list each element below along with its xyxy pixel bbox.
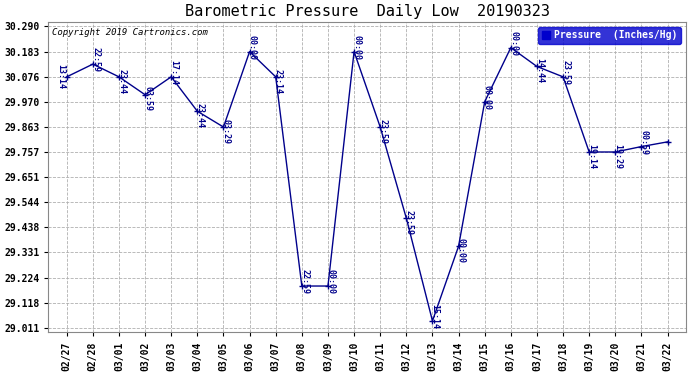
Text: 00:00: 00:00	[353, 35, 362, 60]
Text: 00:00: 00:00	[457, 238, 466, 263]
Text: 23:44: 23:44	[117, 69, 126, 93]
Text: 23:59: 23:59	[379, 118, 388, 144]
Text: 23:59: 23:59	[562, 60, 571, 85]
Legend: Pressure  (Inches/Hg): Pressure (Inches/Hg)	[538, 27, 681, 44]
Text: 00:00: 00:00	[248, 35, 257, 60]
Text: 22:59: 22:59	[91, 48, 100, 72]
Text: 00:00: 00:00	[509, 31, 518, 56]
Text: 22:59: 22:59	[300, 269, 309, 294]
Text: 13:14: 13:14	[57, 64, 66, 89]
Text: 15:14: 15:14	[431, 304, 440, 329]
Text: 23:14: 23:14	[274, 69, 283, 93]
Text: 14:44: 14:44	[535, 58, 544, 83]
Text: 00:59: 00:59	[640, 130, 649, 155]
Text: 00:00: 00:00	[483, 85, 492, 110]
Text: 03:59: 03:59	[144, 86, 152, 111]
Text: 00:00: 00:00	[326, 269, 335, 294]
Text: 19:14: 19:14	[587, 144, 596, 169]
Text: 23:44: 23:44	[196, 103, 205, 128]
Text: 23:59: 23:59	[404, 210, 413, 235]
Title: Barometric Pressure  Daily Low  20190323: Barometric Pressure Daily Low 20190323	[185, 4, 550, 19]
Text: Copyright 2019 Cartronics.com: Copyright 2019 Cartronics.com	[52, 28, 208, 37]
Text: 19:29: 19:29	[613, 144, 622, 169]
Text: 03:29: 03:29	[221, 118, 230, 144]
Text: 17:14: 17:14	[170, 60, 179, 85]
